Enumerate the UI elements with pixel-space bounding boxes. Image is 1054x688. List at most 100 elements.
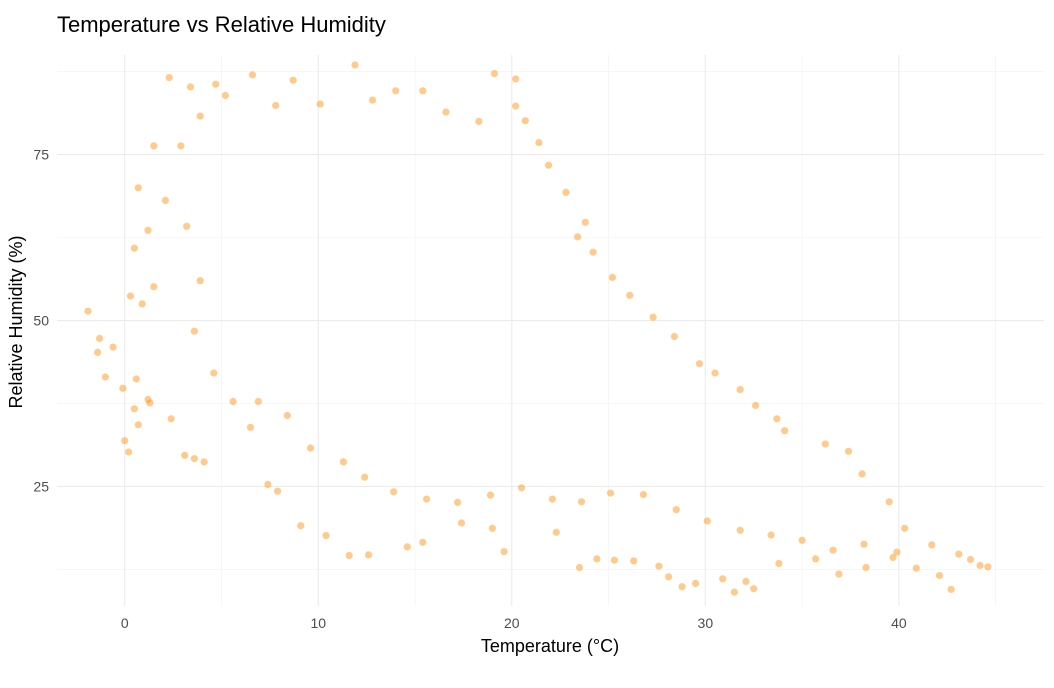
data-point	[767, 531, 775, 539]
data-point	[246, 423, 255, 431]
data-point	[670, 332, 679, 341]
data-point	[419, 538, 427, 546]
data-point	[210, 369, 218, 377]
data-point	[488, 524, 496, 532]
data-point	[167, 415, 175, 423]
data-point	[512, 75, 520, 83]
data-point	[316, 100, 324, 108]
data-point	[517, 484, 526, 492]
data-point	[109, 343, 117, 351]
data-point	[862, 563, 870, 572]
data-point	[351, 61, 359, 69]
data-point	[442, 108, 450, 116]
data-point	[254, 397, 262, 406]
data-point	[858, 470, 866, 478]
data-point	[955, 550, 963, 558]
data-point	[665, 573, 673, 581]
data-point	[365, 551, 373, 559]
data-point	[368, 96, 377, 104]
data-point	[695, 360, 704, 368]
data-point	[212, 80, 220, 88]
data-point	[606, 489, 615, 497]
data-point	[750, 585, 758, 593]
data-point	[736, 526, 744, 534]
data-point	[692, 579, 700, 588]
data-point	[403, 543, 411, 551]
data-point	[190, 455, 198, 463]
grid-lines	[57, 55, 1044, 606]
data-point	[630, 557, 638, 565]
data-point	[562, 188, 570, 196]
data-point	[119, 384, 127, 392]
data-point	[161, 196, 169, 204]
data-point	[94, 348, 102, 356]
x-axis-title: Temperature (°C)	[481, 636, 619, 656]
chart-title: Temperature vs Relative Humidity	[57, 12, 386, 37]
data-point	[361, 473, 369, 481]
data-point	[221, 91, 229, 100]
data-point	[775, 559, 783, 568]
data-point	[912, 564, 920, 572]
data-point	[649, 313, 657, 321]
data-point	[150, 283, 158, 291]
data-point	[138, 300, 146, 308]
data-point	[781, 427, 789, 435]
y-tick-label: 25	[33, 479, 49, 495]
data-point	[84, 307, 92, 315]
data-point	[339, 458, 347, 466]
data-point	[860, 540, 868, 548]
data-point	[345, 551, 353, 560]
data-point	[711, 369, 719, 377]
x-tick-label: 30	[698, 615, 714, 631]
data-point	[719, 575, 727, 583]
data-point	[548, 495, 557, 503]
data-point	[608, 273, 617, 281]
data-point	[610, 556, 619, 564]
data-point	[190, 327, 198, 335]
data-point	[134, 421, 142, 429]
data-point	[901, 524, 909, 532]
x-tick-label: 20	[504, 615, 520, 631]
data-point	[512, 102, 520, 110]
data-point	[976, 561, 984, 570]
data-point	[165, 74, 173, 82]
data-point	[125, 448, 133, 456]
data-point	[893, 548, 901, 556]
data-point	[392, 87, 400, 95]
data-point	[457, 519, 466, 527]
data-point	[589, 248, 597, 256]
data-point	[773, 415, 781, 423]
x-tick-label: 10	[310, 615, 326, 631]
data-point	[264, 480, 272, 489]
data-point	[889, 553, 897, 562]
data-point	[742, 577, 750, 586]
data-point	[121, 437, 129, 445]
data-point	[752, 401, 760, 410]
data-point	[575, 563, 584, 572]
data-point	[655, 562, 663, 570]
data-point	[196, 277, 204, 285]
data-point	[150, 142, 158, 150]
data-point	[423, 495, 431, 503]
data-point	[535, 139, 543, 147]
data-point	[390, 488, 398, 496]
data-point	[966, 555, 975, 564]
y-axis-title: Relative Humidity (%)	[6, 235, 26, 408]
data-point	[812, 555, 820, 563]
data-point	[835, 570, 843, 578]
data-point	[552, 528, 560, 536]
data-point	[126, 292, 135, 300]
data-point	[419, 87, 427, 95]
data-point	[829, 546, 837, 554]
data-point	[272, 101, 280, 110]
data-point	[545, 161, 553, 169]
x-tick-label: 40	[891, 615, 907, 631]
data-point	[703, 517, 711, 525]
data-point	[798, 536, 806, 544]
data-point	[96, 334, 104, 343]
x-tick-label: 0	[121, 615, 129, 631]
data-point	[454, 498, 462, 506]
data-point	[593, 555, 601, 563]
